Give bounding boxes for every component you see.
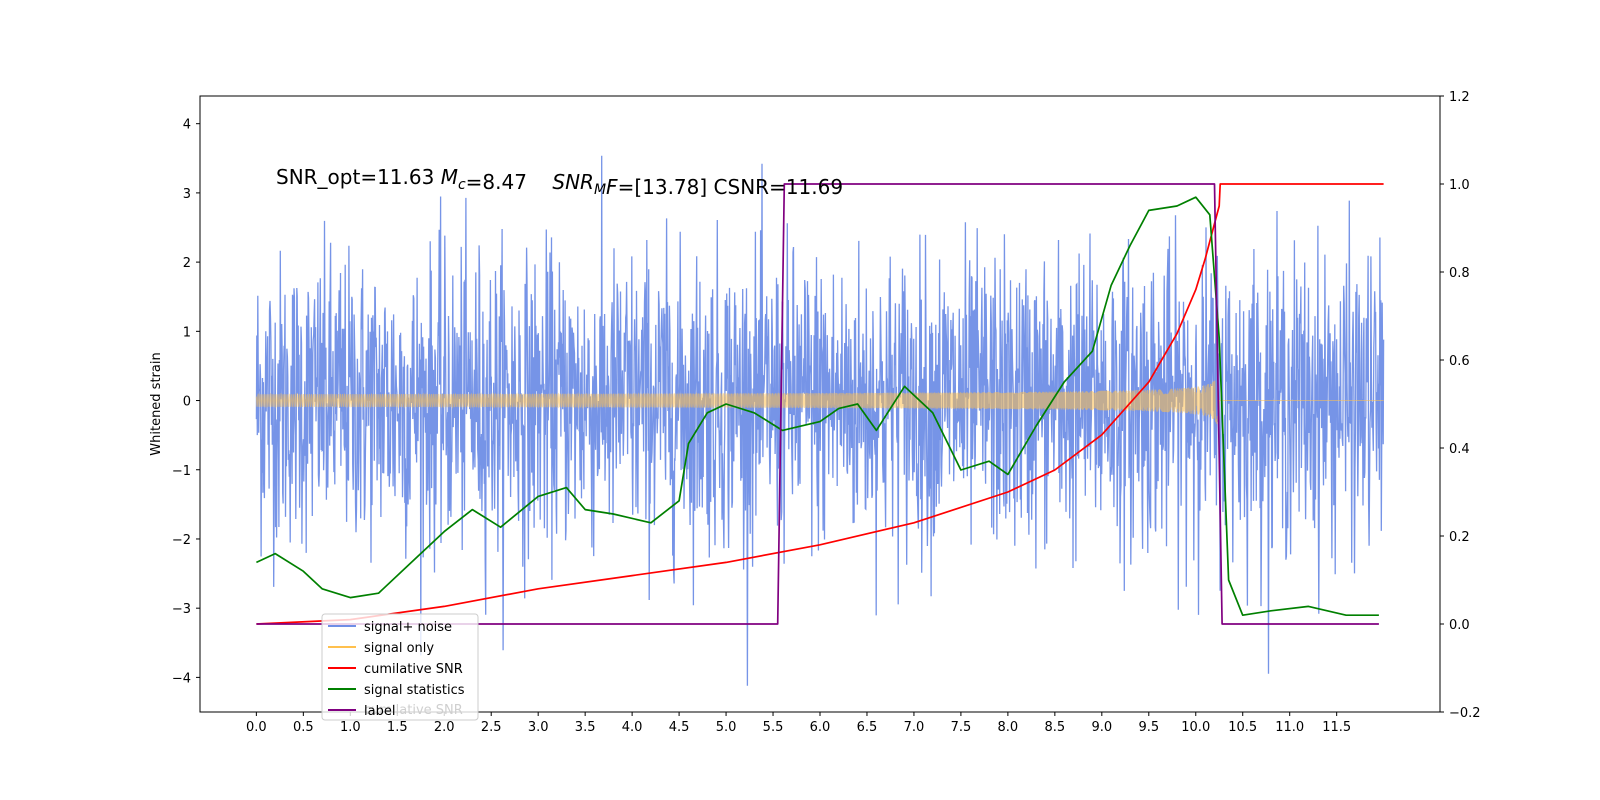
legend-ghost-text: cumilative SNR (364, 703, 463, 718)
x-tick-label: 10.0 (1181, 720, 1210, 735)
x-tick-label: 9.5 (1138, 720, 1159, 735)
legend-entry-cumulative-snr-label: cumilative SNR (364, 662, 463, 677)
annotation-part: M (594, 182, 606, 198)
legend-entry-signal-only-label: signal only (364, 641, 434, 656)
annotation-part: =[13.78] CSNR=11.69 (618, 175, 844, 199)
series-label-line (256, 183, 1379, 625)
x-tick-label: 8.5 (1045, 720, 1066, 735)
x-tick-label: 4.5 (669, 720, 690, 735)
annotation-part: M (441, 165, 458, 189)
legend-box (321, 613, 479, 721)
x-tick-label: 1.0 (340, 720, 361, 735)
x-tick-label: 0.5 (293, 720, 314, 735)
y-tick-label: 1 (183, 325, 191, 340)
y-axis-label: Whitened strain (149, 352, 164, 455)
y-tick-label: −4 (172, 671, 191, 686)
x-tick-label: 10.5 (1228, 720, 1257, 735)
y-tick-label: 4 (183, 118, 191, 133)
series-signal-only-line (255, 380, 1384, 425)
x-tick-label: 3.0 (528, 720, 549, 735)
legend: cumilative SNR signal+ noise signal only cu… (321, 613, 479, 721)
x-tick-label: 2.0 (434, 720, 455, 735)
y-tick-label: −1 (172, 464, 191, 479)
series-signal-statistics-line (256, 196, 1379, 617)
x-tick-label: 0.0 (246, 720, 267, 735)
y2-tick-label: 1.0 (1449, 178, 1470, 193)
x-tick-label: 7.0 (904, 720, 925, 735)
annotation-part: F (606, 175, 618, 199)
x-tick-label: 2.5 (481, 720, 502, 735)
y-tick-label: 0 (183, 395, 191, 410)
y2-tick-label: 0.4 (1449, 442, 1470, 457)
annotation-part: SNR_opt=11.63 (276, 165, 441, 189)
x-tick-label: 11.0 (1275, 720, 1304, 735)
x-tick-label: 8.0 (998, 720, 1019, 735)
y2-tick-label: 0.8 (1449, 266, 1470, 281)
x-tick-label: 3.5 (575, 720, 596, 735)
plot-area (255, 155, 1385, 686)
x-tick-label: 5.0 (716, 720, 737, 735)
y2-tick-label: 1.2 (1449, 90, 1470, 105)
annotation-part: SNR (552, 170, 594, 194)
y2-tick-label: 0.2 (1449, 530, 1470, 545)
annotation-part: =8.47 (466, 170, 553, 194)
annotation-part: c (458, 177, 466, 193)
axes: 0.0 0.5 1.0 1.5 2.0 2.5 3.0 3.5 4.0 4.5 5.0 5.5 6.0 6… (172, 90, 1481, 735)
x-tick-label: 9.0 (1091, 720, 1112, 735)
y-tick-label: −2 (172, 533, 191, 548)
x-tick-label: 1.5 (387, 720, 408, 735)
y-tick-label: −3 (172, 602, 191, 617)
y2-tick-label: −0.2 (1449, 706, 1481, 721)
x-tick-label: 4.0 (622, 720, 643, 735)
legend-entry-signal-noise-label: signal+ noise (364, 620, 452, 635)
series-cumulative-snr-line (256, 183, 1384, 625)
chart-annotation: SNR_opt=11.63 Mc=8.47 SNRMF=[13.78] CSNR… (276, 165, 843, 199)
legend-entry-label-label: label (364, 704, 395, 719)
x-tick-label: 6.0 (810, 720, 831, 735)
x-tick-label: 7.5 (951, 720, 972, 735)
y2-tick-label: 0.6 (1449, 354, 1470, 369)
y-tick-label: 2 (183, 256, 191, 271)
x-tick-label: 6.5 (857, 720, 878, 735)
x-tick-label: 11.5 (1322, 720, 1351, 735)
y2-tick-label: 0.0 (1449, 618, 1470, 633)
x-tick-label: 5.5 (763, 720, 784, 735)
legend-entry-signal-statistics-label: signal statistics (364, 683, 465, 698)
y-tick-label: 3 (183, 187, 191, 202)
